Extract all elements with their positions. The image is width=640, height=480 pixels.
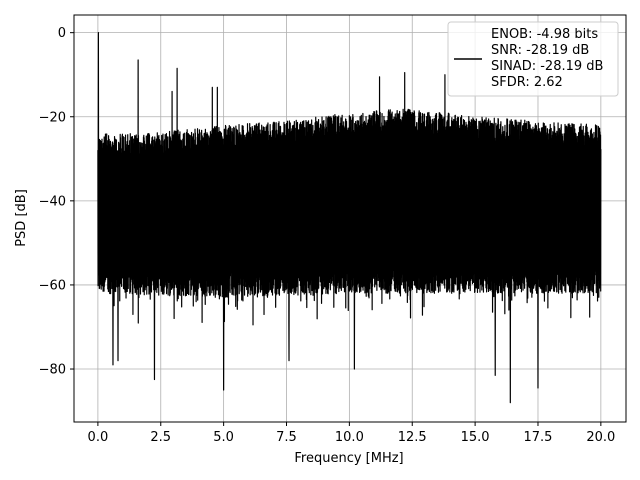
y-tick-label: −20 (39, 110, 66, 125)
x-tick-label: 10.0 (335, 430, 364, 445)
x-tick-label: 15.0 (461, 430, 490, 445)
y-tick-label: 0 (58, 26, 66, 41)
x-axis-label: Frequency [MHz] (294, 451, 403, 466)
psd-trace (97, 32, 602, 404)
x-tick-label: 12.5 (398, 430, 427, 445)
legend-snr: SNR: -28.19 dB (491, 43, 589, 58)
legend-enob: ENOB: -4.98 bits (491, 27, 598, 42)
legend-sfdr: SFDR: 2.62 (491, 75, 563, 90)
x-tick-label: 0.0 (88, 430, 109, 445)
legend-box (447, 21, 619, 97)
psd-series-line (97, 32, 602, 404)
axis-ticks: 0.0 2.5 5.0 7.5 10.0 12.5 15.0 17.5 20.0 0 −20 −40 −… (39, 26, 616, 445)
legend: ENOB: -4.98 bits SNR: -28.19 dB SINAD: -… (447, 21, 619, 97)
legend-sinad: SINAD: -28.19 dB (491, 59, 603, 74)
y-tick-label: −60 (39, 278, 66, 293)
x-tick-label: 2.5 (150, 430, 171, 445)
plot-frame (73, 14, 627, 423)
x-tick-label: 17.5 (524, 430, 553, 445)
y-tick-label: −40 (39, 194, 66, 209)
y-tick-label: −80 (39, 363, 66, 378)
y-axis-label: PSD [dB] (14, 189, 29, 247)
x-tick-label: 7.5 (276, 430, 297, 445)
x-tick-label: 5.0 (213, 430, 234, 445)
x-tick-label: 20.0 (586, 430, 615, 445)
